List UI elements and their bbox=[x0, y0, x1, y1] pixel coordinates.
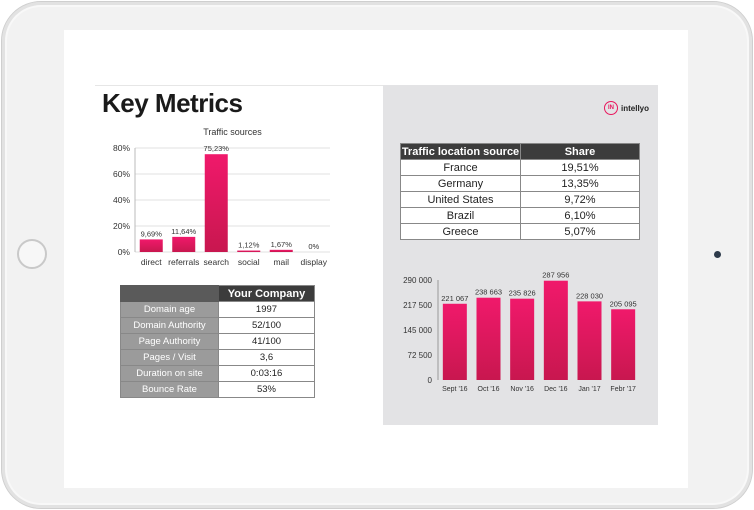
location-header: Traffic location source bbox=[400, 143, 521, 160]
table-row: Domain Authority 52/100 bbox=[120, 317, 315, 334]
bar bbox=[543, 280, 568, 380]
location-share-table: Traffic location source Share France 19,… bbox=[400, 143, 640, 240]
bar bbox=[172, 236, 196, 252]
table-row: Germany 13,35% bbox=[400, 175, 640, 192]
data-label: 235 826 bbox=[509, 289, 536, 298]
x-tick-label: direct bbox=[141, 257, 162, 267]
x-tick-label: Jan '17 bbox=[578, 386, 600, 393]
location-cell: Brazil bbox=[400, 207, 521, 224]
table-header-row: Your Company bbox=[120, 285, 315, 302]
x-tick-label: search bbox=[203, 257, 229, 267]
bar bbox=[611, 309, 636, 380]
metric-label: Domain Authority bbox=[120, 317, 219, 334]
data-label: 1,67% bbox=[271, 240, 293, 249]
metric-label: Page Authority bbox=[120, 333, 219, 350]
brand-name: intellyo bbox=[621, 103, 650, 113]
data-label: 221 067 bbox=[441, 294, 468, 303]
data-label: 11,64% bbox=[171, 227, 196, 236]
x-tick-label: Febr '17 bbox=[610, 386, 636, 393]
bar bbox=[442, 303, 467, 380]
traffic-sources-chart: 0% 20% 40% 60% 80% 9,69% direct 11,64% referrals… bbox=[113, 143, 330, 267]
share-header: Share bbox=[520, 143, 640, 160]
table-row: United States 9,72% bbox=[400, 191, 640, 208]
monthly-visits-chart: 0 72 500 145 000 217 500 290 000 221 067 Sept … bbox=[403, 271, 637, 393]
x-tick-label: referrals bbox=[168, 257, 199, 267]
table-row: Greece 5,07% bbox=[400, 223, 640, 240]
table-row: Domain age 1997 bbox=[120, 301, 315, 318]
y-tick-label: 72 500 bbox=[408, 351, 433, 360]
metric-value: 3,6 bbox=[218, 349, 315, 366]
data-label: 75,23% bbox=[204, 144, 230, 153]
data-label: 0% bbox=[308, 242, 319, 251]
data-label: 1,12% bbox=[238, 241, 260, 250]
y-tick-label: 80% bbox=[113, 143, 130, 153]
bar bbox=[577, 301, 602, 380]
metric-value: 41/100 bbox=[218, 333, 315, 350]
y-tick-label: 0% bbox=[118, 247, 131, 257]
y-tick-label: 40% bbox=[113, 195, 130, 205]
data-label: 228 030 bbox=[576, 291, 603, 300]
x-tick-label: mail bbox=[273, 257, 289, 267]
y-tick-label: 145 000 bbox=[403, 326, 432, 335]
bar bbox=[237, 250, 261, 252]
table-row: Duration on site 0:03:16 bbox=[120, 365, 315, 382]
share-cell: 19,51% bbox=[520, 159, 640, 176]
header-blank-cell bbox=[120, 285, 219, 302]
metric-value: 1997 bbox=[218, 301, 315, 318]
x-tick-label: Dec '16 bbox=[544, 386, 568, 393]
y-tick-label: 0 bbox=[428, 376, 433, 385]
brand-mark-icon: IN bbox=[604, 101, 618, 115]
page-title: Key Metrics bbox=[102, 88, 243, 118]
traffic-chart-title: Traffic sources bbox=[203, 127, 262, 137]
x-tick-label: Nov '16 bbox=[510, 386, 534, 393]
metric-value: 0:03:16 bbox=[218, 365, 315, 382]
x-tick-label: Sept '16 bbox=[442, 386, 468, 393]
table-row: Bounce Rate 53% bbox=[120, 381, 315, 398]
x-tick-label: Oct '16 bbox=[478, 386, 500, 393]
slide-left-panel bbox=[95, 85, 383, 426]
y-tick-label: 217 500 bbox=[403, 301, 432, 310]
location-cell: Germany bbox=[400, 175, 521, 192]
table-row: Brazil 6,10% bbox=[400, 207, 640, 224]
data-label: 205 095 bbox=[610, 299, 637, 308]
company-header: Your Company bbox=[218, 285, 315, 302]
share-cell: 6,10% bbox=[520, 207, 640, 224]
brand-logo: IN intellyo bbox=[604, 101, 649, 115]
y-tick-label: 20% bbox=[113, 221, 130, 231]
x-tick-label: social bbox=[238, 257, 260, 267]
y-tick-label: 60% bbox=[113, 169, 130, 179]
home-button[interactable] bbox=[17, 239, 47, 269]
table-row: Pages / Visit 3,6 bbox=[120, 349, 315, 366]
bar bbox=[476, 297, 501, 380]
metric-value: 52/100 bbox=[218, 317, 315, 334]
table-row: Page Authority 41/100 bbox=[120, 333, 315, 350]
share-cell: 13,35% bbox=[520, 175, 640, 192]
metric-label: Bounce Rate bbox=[120, 381, 219, 398]
metric-value: 53% bbox=[218, 381, 315, 398]
location-cell: United States bbox=[400, 191, 521, 208]
table-header-row: Traffic location source Share bbox=[400, 143, 640, 160]
table-row: France 19,51% bbox=[400, 159, 640, 176]
bar bbox=[204, 154, 228, 252]
y-tick-label: 290 000 bbox=[403, 276, 432, 285]
data-label: 287 956 bbox=[542, 271, 569, 280]
location-cell: Greece bbox=[400, 223, 521, 240]
camera-icon bbox=[714, 251, 721, 258]
bar bbox=[510, 298, 535, 380]
x-tick-label: display bbox=[301, 257, 328, 267]
data-label: 238 663 bbox=[475, 288, 502, 297]
metric-label: Duration on site bbox=[120, 365, 219, 382]
share-cell: 9,72% bbox=[520, 191, 640, 208]
data-label: 9,69% bbox=[141, 229, 163, 238]
share-cell: 5,07% bbox=[520, 223, 640, 240]
metric-label: Domain age bbox=[120, 301, 219, 318]
location-cell: France bbox=[400, 159, 521, 176]
bar bbox=[269, 249, 293, 252]
company-metrics-table: Your Company Domain age 1997 Domain Auth… bbox=[120, 285, 315, 398]
metric-label: Pages / Visit bbox=[120, 349, 219, 366]
bar bbox=[139, 239, 163, 252]
